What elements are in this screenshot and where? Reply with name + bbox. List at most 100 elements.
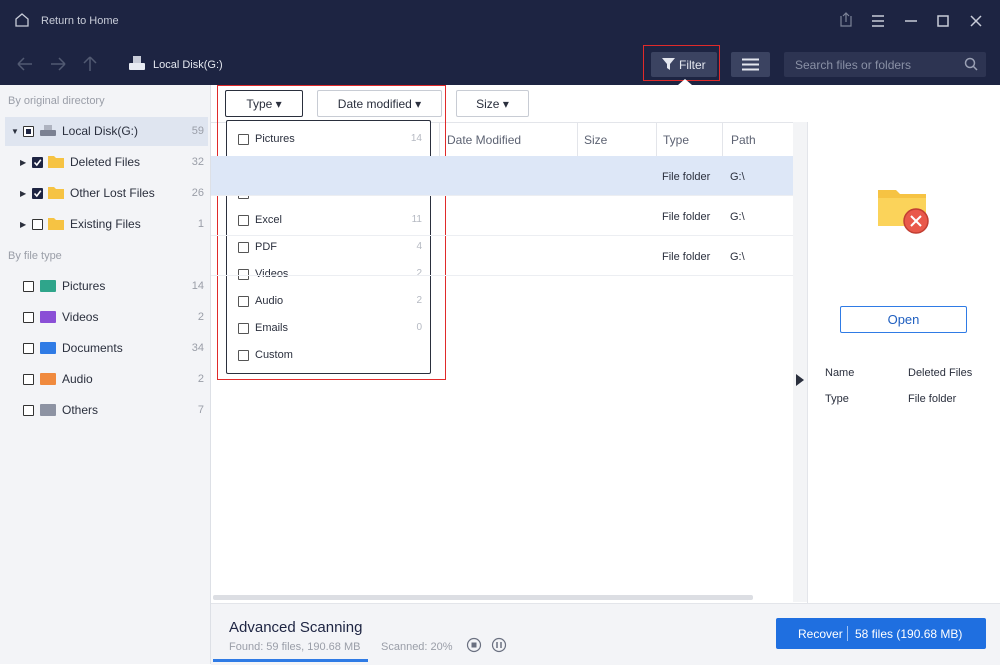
checkbox[interactable] <box>238 242 249 253</box>
checkbox[interactable] <box>238 296 249 307</box>
folder-error-icon <box>878 190 929 234</box>
recover-button[interactable] <box>776 618 986 649</box>
cell: G:\ <box>730 171 745 183</box>
menu-count: 4 <box>416 241 422 252</box>
tree-count: 32 <box>191 156 204 168</box>
tree-label[interactable]: Local Disk(G:) <box>62 124 139 138</box>
tree-label[interactable]: Existing Files <box>70 217 141 231</box>
type-count: 7 <box>197 404 204 416</box>
section-heading: By file type <box>8 250 62 262</box>
checkbox[interactable] <box>238 323 249 334</box>
detail-value: File folder <box>908 393 957 405</box>
type-icon <box>39 340 57 358</box>
menu-label[interactable]: Emails <box>255 322 289 334</box>
cell: File folder <box>662 251 711 263</box>
checkbox[interactable] <box>32 188 43 199</box>
return-home[interactable]: Return to Home <box>41 15 119 27</box>
expander[interactable]: ▶ <box>20 158 27 167</box>
type-icon <box>39 278 57 296</box>
divider <box>807 122 808 603</box>
column-separator <box>656 123 657 156</box>
column-header[interactable]: Type <box>663 133 690 147</box>
menu-label[interactable]: Audio <box>255 295 284 307</box>
search-placeholder[interactable]: Search files or folders <box>795 58 912 72</box>
tree-count: 26 <box>191 187 204 199</box>
menu-count: 2 <box>416 268 422 279</box>
label: Date modified <box>337 97 412 111</box>
search-box[interactable] <box>784 52 986 77</box>
menu-label[interactable]: Excel <box>255 214 282 226</box>
tree-label[interactable]: Other Lost Files <box>70 186 155 200</box>
table-row[interactable] <box>211 236 793 276</box>
expander[interactable]: ▶ <box>20 220 27 229</box>
scrollbar-v <box>793 122 807 602</box>
filter-button[interactable] <box>651 52 717 77</box>
checkbox[interactable] <box>23 405 34 416</box>
section-heading: By original directory <box>8 95 105 107</box>
cell: File folder <box>662 211 711 223</box>
type-count: 2 <box>197 373 204 385</box>
scan-controls[interactable] <box>466 637 511 654</box>
column-header[interactable]: Date Modified <box>447 133 522 147</box>
menu-icon <box>742 58 759 71</box>
tree-count: 59 <box>191 125 204 137</box>
checkbox[interactable] <box>23 374 34 385</box>
highlight-box <box>643 45 720 81</box>
open-button[interactable]: Open <box>840 306 967 333</box>
checkbox[interactable] <box>238 350 249 361</box>
type-icon <box>39 309 57 327</box>
checkbox[interactable] <box>23 312 34 323</box>
type-label[interactable]: Audio <box>62 372 93 386</box>
found-text: Found: 59 files, 190.68 MB <box>229 641 361 653</box>
type-filter[interactable]: Type ▾ <box>225 90 303 117</box>
nav-arrows <box>17 56 97 71</box>
type-label[interactable]: Pictures <box>62 279 106 293</box>
checkbox[interactable] <box>32 157 43 168</box>
status-title: Advanced Scanning <box>229 619 363 636</box>
filter-label[interactable]: Filter <box>679 58 706 72</box>
checkbox[interactable] <box>238 215 249 226</box>
progress-bar <box>213 659 368 662</box>
collapse-arrow[interactable] <box>795 373 805 387</box>
date-filter[interactable]: Date modified ▾ <box>317 90 442 117</box>
cell: G:\ <box>730 211 745 223</box>
checkbox[interactable] <box>23 126 34 137</box>
column-header[interactable]: Size <box>584 133 608 147</box>
detail-key: Type <box>825 393 849 405</box>
divider <box>211 122 793 123</box>
scanned-text: Scanned: 20% <box>381 641 453 653</box>
type-label[interactable]: Documents <box>62 341 123 355</box>
expander[interactable]: ▼ <box>11 127 19 136</box>
checkbox[interactable] <box>32 219 43 230</box>
type-count: 14 <box>191 280 204 292</box>
checkbox[interactable] <box>23 281 34 292</box>
label: Type <box>246 97 273 111</box>
type-label[interactable]: Others <box>62 403 99 417</box>
menu-label[interactable]: Custom <box>255 349 293 361</box>
table-row[interactable] <box>211 156 793 196</box>
menu-label[interactable]: Videos <box>255 268 289 280</box>
checkbox[interactable] <box>23 343 34 354</box>
home-icon[interactable] <box>14 12 30 28</box>
detail-key: Name <box>825 367 855 379</box>
recover-summary[interactable]: 58 files (190.68 MB) <box>855 627 963 641</box>
row-highlight <box>5 117 208 146</box>
size-filter[interactable]: Size ▾ <box>456 90 529 117</box>
table-row[interactable] <box>211 196 793 236</box>
sidebar <box>0 85 211 664</box>
folder-icon <box>47 185 65 203</box>
column-header[interactable]: Path <box>731 133 756 147</box>
type-count: 34 <box>191 342 204 354</box>
recover-label[interactable]: Recover <box>798 627 843 641</box>
expander[interactable]: ▶ <box>20 189 27 198</box>
tree-label[interactable]: Deleted Files <box>70 155 141 169</box>
checkbox[interactable] <box>238 269 249 280</box>
checkbox[interactable] <box>238 134 249 145</box>
type-label[interactable]: Videos <box>62 310 99 324</box>
menu-count: 2 <box>416 295 422 306</box>
menu-label[interactable]: PDF <box>255 241 277 253</box>
window-controls <box>840 12 982 27</box>
menu-count: 0 <box>416 322 422 333</box>
menu-label[interactable]: Pictures <box>255 133 295 145</box>
